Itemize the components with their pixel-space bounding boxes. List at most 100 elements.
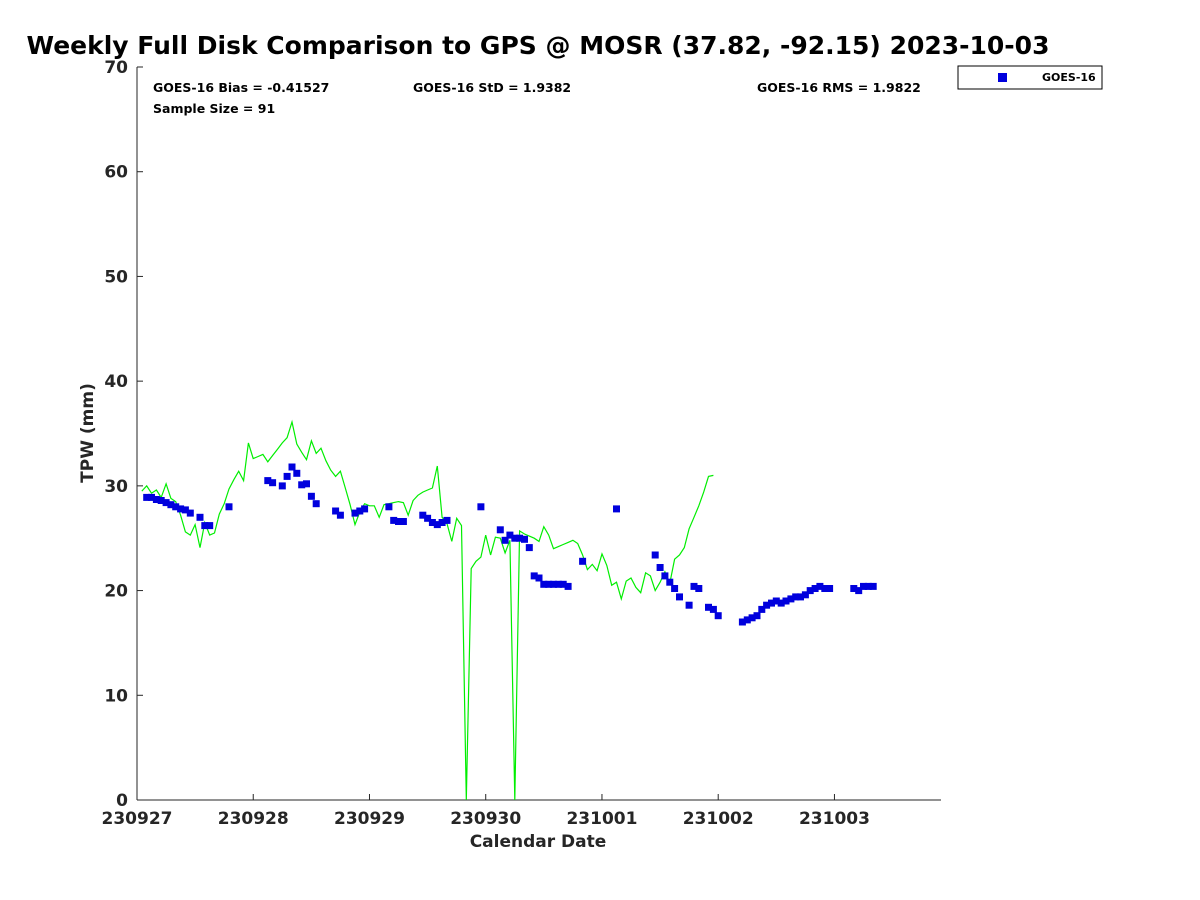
data-point: [714, 612, 722, 620]
chart-title: Weekly Full Disk Comparison to GPS @ MOS…: [27, 31, 1050, 60]
legend: GOES-16: [957, 65, 1103, 90]
data-point: [181, 506, 189, 514]
data-point: [554, 580, 562, 588]
bias-stat: GOES-16 Bias = -0.41527: [153, 80, 329, 95]
y-axis: 0 10 20 30 40 50 60 70: [104, 58, 143, 811]
data-point: [312, 500, 320, 508]
data-point: [651, 551, 659, 559]
data-point: [206, 522, 214, 530]
data-point: [782, 597, 790, 605]
data-point: [424, 514, 432, 522]
y-tick-label: 40: [104, 372, 128, 392]
y-tick-label: 30: [104, 477, 128, 497]
data-point: [656, 564, 664, 571]
data-point: [399, 518, 407, 525]
data-point: [613, 505, 620, 513]
data-point: [361, 505, 369, 513]
data-point: [501, 536, 509, 544]
data-point: [797, 593, 804, 601]
data-point: [506, 531, 514, 539]
data-point: [177, 505, 185, 513]
std-stat: GOES-16 StD = 1.9382: [413, 80, 571, 95]
legend-marker: [998, 73, 1007, 82]
data-point: [671, 585, 679, 592]
data-point: [152, 496, 160, 503]
data-point: [801, 591, 809, 599]
data-point: [772, 597, 780, 605]
data-point: [385, 503, 393, 511]
reference-line-series: [141, 419, 714, 801]
data-point: [293, 469, 301, 477]
y-axis-label: TPW (mm): [78, 383, 98, 483]
x-tick-label: 231003: [799, 809, 870, 829]
data-point: [143, 493, 151, 501]
data-point: [167, 501, 175, 509]
data-point: [806, 587, 814, 595]
data-point: [550, 580, 557, 588]
y-tick-label: 70: [104, 58, 128, 78]
data-point: [525, 544, 533, 552]
data-point: [709, 605, 717, 613]
data-point: [201, 522, 209, 530]
data-point: [792, 593, 800, 601]
sample-size-stat: Sample Size = 91: [153, 101, 275, 116]
data-point: [579, 557, 587, 565]
y-tick-label: 10: [104, 686, 128, 706]
y-tick-label: 50: [104, 267, 128, 287]
data-point: [559, 580, 567, 588]
data-point: [763, 601, 771, 609]
data-point: [307, 492, 315, 500]
data-point: [433, 521, 441, 529]
data-point: [753, 612, 761, 620]
data-point: [264, 477, 272, 485]
x-tick-label: 230930: [450, 809, 521, 829]
x-tick-label: 231001: [566, 809, 637, 829]
x-tick-label: 230928: [218, 809, 289, 829]
rms-stat: GOES-16 RMS = 1.9822: [757, 80, 921, 95]
data-point: [816, 582, 824, 590]
data-point: [269, 479, 277, 487]
data-point: [787, 595, 795, 603]
data-point: [777, 599, 785, 607]
data-point: [496, 526, 504, 534]
data-point: [443, 516, 451, 524]
data-point: [511, 534, 519, 542]
data-point: [332, 507, 340, 515]
x-axis-label: Calendar Date: [470, 832, 607, 852]
data-point: [428, 519, 436, 526]
data-point: [743, 616, 751, 624]
y-tick-label: 0: [116, 791, 128, 811]
series-layer: [141, 419, 877, 801]
data-point: [535, 574, 543, 582]
data-point: [419, 511, 427, 519]
data-point: [303, 480, 310, 488]
data-point: [738, 618, 746, 626]
data-point: [516, 534, 524, 542]
data-point: [855, 587, 863, 595]
data-point: [288, 463, 296, 471]
data-point: [758, 605, 766, 613]
data-point: [162, 499, 170, 507]
data-point: [438, 519, 446, 526]
data-point: [748, 614, 756, 622]
data-point: [336, 511, 344, 519]
data-point: [864, 582, 872, 590]
data-point: [768, 599, 775, 607]
data-point: [860, 582, 867, 590]
y-tick-label: 60: [104, 163, 128, 183]
data-point: [521, 535, 528, 543]
data-point: [690, 582, 698, 590]
data-point: [661, 572, 669, 580]
data-point: [530, 572, 538, 580]
x-tick-label: 230927: [102, 809, 173, 829]
data-point: [695, 585, 703, 592]
data-point: [283, 472, 291, 480]
data-point: [356, 507, 364, 515]
data-point: [172, 503, 180, 511]
data-point: [666, 578, 674, 586]
data-point: [821, 585, 829, 592]
data-point: [545, 580, 553, 588]
data-point: [705, 603, 712, 611]
data-point: [186, 509, 194, 517]
